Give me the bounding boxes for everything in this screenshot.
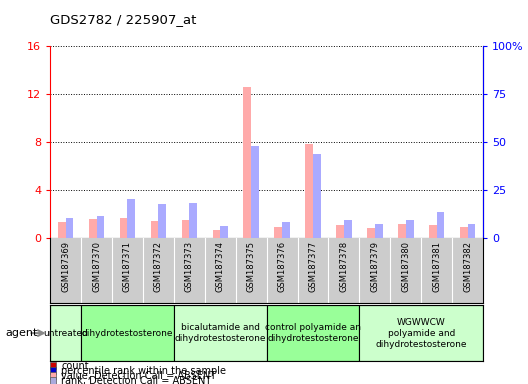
Bar — [460, 227, 468, 238]
Bar — [251, 146, 259, 238]
Bar — [437, 212, 445, 238]
Text: GSM187375: GSM187375 — [247, 242, 256, 292]
Bar — [174, 305, 267, 361]
Bar — [336, 225, 344, 238]
Text: GSM187373: GSM187373 — [185, 242, 194, 293]
Bar — [89, 219, 97, 238]
Text: untreated: untreated — [43, 329, 88, 338]
Text: value, Detection Call = ABSENT: value, Detection Call = ABSENT — [61, 371, 216, 381]
Text: GDS2782 / 225907_at: GDS2782 / 225907_at — [50, 13, 196, 26]
Bar — [158, 204, 166, 238]
Text: bicalutamide and
dihydrotestosterone: bicalutamide and dihydrotestosterone — [174, 323, 266, 343]
Bar — [81, 305, 174, 361]
Text: dihydrotestosterone: dihydrotestosterone — [82, 329, 173, 338]
Bar — [344, 220, 352, 238]
Bar — [58, 222, 65, 238]
Bar — [182, 220, 190, 238]
Bar — [406, 220, 413, 238]
Bar — [50, 305, 81, 361]
Text: GSM187369: GSM187369 — [61, 242, 70, 292]
Bar — [190, 203, 197, 238]
Text: GSM187372: GSM187372 — [154, 242, 163, 292]
Text: rank, Detection Call = ABSENT: rank, Detection Call = ABSENT — [61, 376, 211, 384]
Text: GSM187376: GSM187376 — [278, 242, 287, 293]
Bar — [375, 223, 383, 238]
Bar — [313, 154, 320, 238]
Bar — [429, 225, 437, 238]
Bar — [305, 144, 313, 238]
Text: agent: agent — [5, 328, 37, 338]
Text: GSM187374: GSM187374 — [216, 242, 225, 292]
Bar — [468, 223, 475, 238]
Text: control polyamide an
dihydrotestosterone: control polyamide an dihydrotestosterone — [265, 323, 361, 343]
Text: GSM187377: GSM187377 — [308, 242, 317, 293]
Text: GSM187380: GSM187380 — [401, 242, 410, 292]
Text: GSM187370: GSM187370 — [92, 242, 101, 292]
Text: count: count — [61, 361, 89, 371]
Bar — [150, 221, 158, 238]
Bar — [97, 216, 105, 238]
Bar — [367, 228, 375, 238]
Text: GSM187381: GSM187381 — [432, 242, 441, 292]
Bar — [267, 305, 360, 361]
Bar — [398, 223, 406, 238]
Bar — [275, 227, 282, 238]
Text: GSM187378: GSM187378 — [340, 242, 348, 293]
Text: GSM187371: GSM187371 — [123, 242, 132, 292]
Text: GSM187379: GSM187379 — [370, 242, 380, 292]
Bar — [282, 222, 290, 238]
Bar — [65, 218, 73, 238]
Bar — [220, 226, 228, 238]
Bar — [120, 218, 127, 238]
Bar — [360, 305, 483, 361]
Bar — [127, 199, 135, 238]
Text: GSM187382: GSM187382 — [463, 242, 472, 292]
Text: WGWWCW
polyamide and
dihydrotestosterone: WGWWCW polyamide and dihydrotestosterone — [375, 318, 467, 349]
Bar — [243, 87, 251, 238]
Bar — [212, 230, 220, 238]
Text: percentile rank within the sample: percentile rank within the sample — [61, 366, 226, 376]
